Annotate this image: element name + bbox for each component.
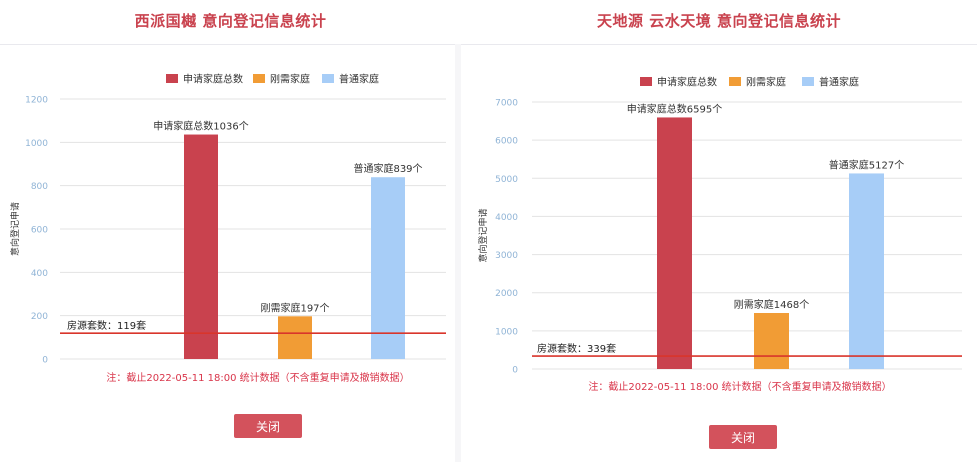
y-axis-label: 意向登记申请 <box>9 202 21 256</box>
legend-label: 申请家庭总数 <box>657 76 717 89</box>
y-tick-label: 800 <box>31 182 48 192</box>
y-tick-label: 1000 <box>495 327 518 337</box>
chart-note: 注：截止2022-05-11 18:00 统计数据（不含重复申请及撤销数据） <box>588 380 891 393</box>
bar <box>278 316 312 359</box>
y-tick-label: 2000 <box>495 289 518 299</box>
legend-swatch <box>322 74 334 83</box>
chart-title: 天地源 云水天境 意向登记信息统计 <box>597 12 841 30</box>
bar <box>754 313 789 369</box>
close-button-label: 关闭 <box>730 430 755 445</box>
legend-swatch <box>729 77 741 86</box>
y-tick-label: 3000 <box>495 251 518 261</box>
chart-panel-left: 西派国樾 意向登记信息统计 0 200 400 600 800 1000 1200 意向登记申… <box>0 0 461 462</box>
y-tick-label: 1200 <box>25 96 48 106</box>
bar-data-label: 普通家庭839个 <box>353 162 422 175</box>
y-tick-label: 7000 <box>495 99 518 109</box>
chart-panel-right: 天地源 云水天境 意向登记信息统计 0 1000 2000 3000 4000 5000 6… <box>461 0 977 462</box>
bar-data-label: 刚需家庭1468个 <box>734 298 809 311</box>
chart-title: 西派国樾 意向登记信息统计 <box>134 12 327 30</box>
legend-label: 普通家庭 <box>339 73 379 86</box>
bar-data-label: 申请家庭总数1036个 <box>153 120 248 133</box>
bar-data-label: 普通家庭5127个 <box>829 158 904 171</box>
bar-data-label: 刚需家庭197个 <box>260 301 329 314</box>
bar <box>657 117 692 369</box>
bar <box>849 173 884 369</box>
y-tick-label: 600 <box>31 226 48 236</box>
bar-data-label: 申请家庭总数6595个 <box>627 102 722 115</box>
close-button[interactable]: 关闭 <box>234 414 302 438</box>
panel-gap <box>455 44 461 462</box>
reference-line-label: 房源套数：339套 <box>537 342 616 355</box>
close-button[interactable]: 关闭 <box>709 425 777 449</box>
y-tick-label: 6000 <box>495 137 518 147</box>
close-button-label: 关闭 <box>255 419 280 434</box>
legend-label: 刚需家庭 <box>746 76 786 89</box>
legend-label: 申请家庭总数 <box>183 73 243 86</box>
y-tick-label: 400 <box>31 269 48 279</box>
legend-swatch <box>166 74 178 83</box>
y-tick-label: 4000 <box>495 213 518 223</box>
legend-swatch <box>640 77 652 86</box>
y-tick-label: 0 <box>512 366 518 376</box>
bar <box>371 177 405 359</box>
legend-swatch <box>802 77 814 86</box>
y-tick-label: 0 <box>42 356 48 366</box>
y-tick-label: 1000 <box>25 139 48 149</box>
reference-line-label: 房源套数：119套 <box>67 319 146 332</box>
y-axis-label: 意向登记申请 <box>477 208 489 262</box>
legend-label: 刚需家庭 <box>270 73 310 86</box>
legend-label: 普通家庭 <box>819 76 859 89</box>
title-divider <box>461 44 977 45</box>
chart-note: 注：截止2022-05-11 18:00 统计数据（不含重复申请及撤销数据） <box>106 371 409 384</box>
bar-chart: 0 1000 2000 3000 4000 5000 6000 7000 意向登记申请 申请家庭总… <box>477 76 962 393</box>
legend-swatch <box>253 74 265 83</box>
y-tick-label: 5000 <box>495 175 518 185</box>
title-divider <box>0 44 455 45</box>
bar <box>184 134 218 359</box>
y-tick-label: 200 <box>31 312 48 322</box>
